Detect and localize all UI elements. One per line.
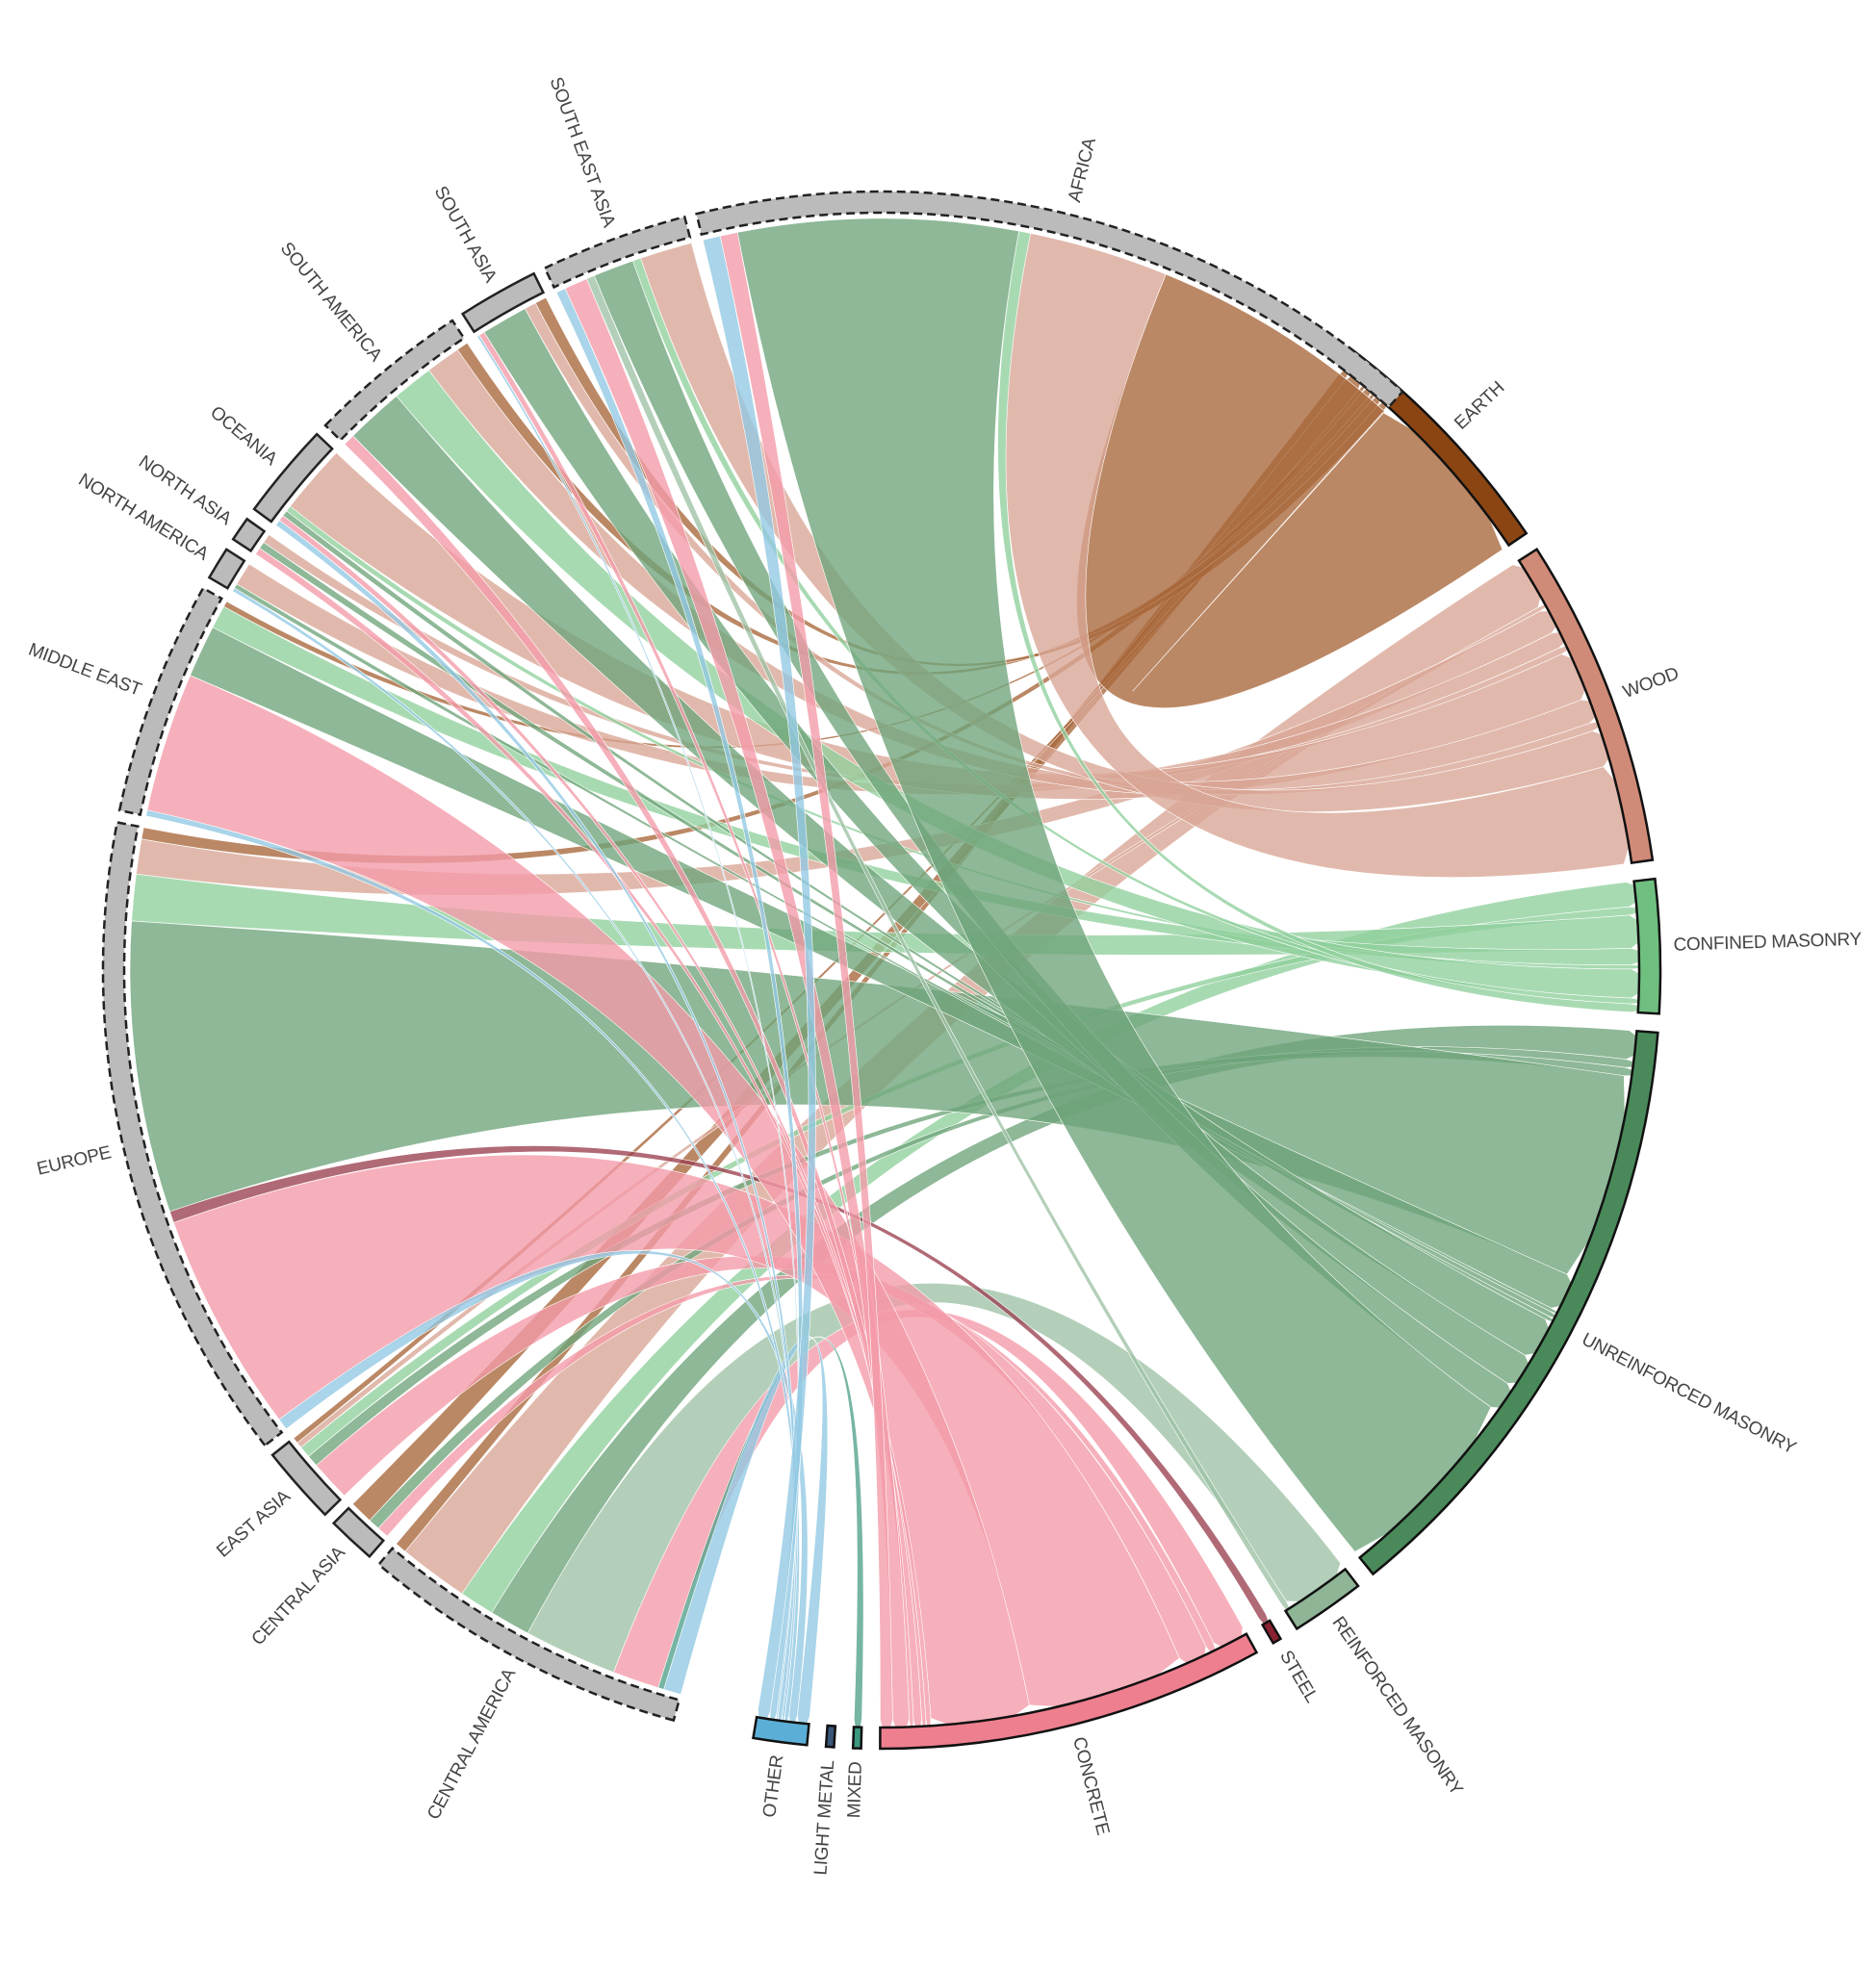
ribbon-south-america-concrete: [344, 435, 922, 1745]
arc-central-asia: [331, 1506, 386, 1559]
ribbon-africa-concrete: [719, 232, 893, 1746]
arcs-layer: [101, 190, 1662, 1751]
label-mixed: MIXED: [844, 1761, 866, 1818]
ribbon-south-asia-wood: [524, 302, 1615, 795]
label-europe: EUROPE: [35, 1142, 113, 1180]
label-east-asia: EAST ASIA: [213, 1486, 295, 1561]
arc-south-asia: [460, 271, 546, 334]
ribbon-central-america-other: [663, 1336, 829, 1741]
label-earth: EARTH: [1451, 378, 1508, 434]
arc-south-america: [323, 319, 466, 443]
ribbon-middle-east-other: [145, 809, 800, 1739]
arc-wood: [1517, 547, 1655, 865]
arc-reinforced-masonry: [1283, 1567, 1360, 1631]
label-steel: STEEL: [1275, 1648, 1322, 1706]
ribbon-south-america-unreinforced-masonry: [352, 396, 1558, 1356]
ribbon-africa-unreinforced-masonry: [736, 218, 1492, 1552]
label-reinforced-masonry: REINFORCED MASONRY: [1328, 1613, 1467, 1800]
arc-oceania: [252, 432, 334, 524]
ribbon-central-asia-concrete: [377, 1274, 1221, 1668]
label-south-america: SOUTH AMERICA: [276, 239, 386, 366]
label-central-asia: CENTRAL ASIA: [248, 1543, 350, 1650]
ribbon-north-america-unreinforced-masonry: [233, 583, 1573, 1321]
arc-concrete: [879, 1632, 1259, 1751]
ribbon-east-asia-concrete: [316, 1255, 1207, 1677]
ribbon-africa-confined-masonry: [997, 230, 1657, 1012]
ribbon-europe-concrete: [173, 1154, 1180, 1710]
ribbon-africa-other: [702, 235, 816, 1736]
ribbon-south-asia-concrete: [478, 331, 914, 1745]
ribbon-south-east-asia-reinforced-masonry: [586, 274, 1298, 1625]
ribbon-north-america-wood: [236, 563, 1579, 795]
label-oceania: OCEANIA: [206, 402, 281, 470]
label-africa: AFRICA: [1065, 136, 1100, 205]
label-other: OTHER: [759, 1754, 787, 1819]
arc-confined-masonry: [1632, 877, 1662, 1015]
ribbon-south-east-asia-unreinforced-masonry: [593, 260, 1521, 1410]
ribbon-east-asia-unreinforced-masonry: [308, 1051, 1650, 1467]
ribbon-south-east-asia-concrete: [564, 278, 910, 1746]
label-confined-masonry: CONFINED MASONRY: [1673, 930, 1863, 956]
ribbon-south-asia-other: [476, 335, 800, 1738]
ribbon-north-america-other: [232, 587, 798, 1739]
arc-east-asia: [270, 1440, 343, 1517]
ribbon-africa-wood: [1005, 233, 1640, 878]
arc-middle-east: [117, 586, 223, 816]
label-south-asia: SOUTH ASIA: [430, 183, 501, 286]
arc-south-east-asia: [543, 215, 692, 290]
arc-unreinforced-masonry: [1357, 1029, 1659, 1576]
label-middle-east: MIDDLE EAST: [26, 640, 145, 701]
ribbons-layer: [129, 218, 1658, 1746]
label-unreinforced-masonry: UNREINFORCED MASONRY: [1579, 1329, 1800, 1458]
label-concrete: CONCRETE: [1068, 1735, 1113, 1837]
ribbon-oceania-unreinforced-masonry: [282, 510, 1569, 1330]
arc-mixed: [851, 1726, 863, 1751]
ribbon-north-asia-unreinforced-masonry: [259, 542, 1571, 1325]
ribbon-middle-east-concrete: [146, 675, 1030, 1739]
ribbon-south-east-asia-other: [555, 288, 804, 1737]
arc-other: [752, 1715, 810, 1747]
arc-north-asia: [231, 517, 267, 553]
arc-north-america: [207, 548, 246, 590]
label-light-metal: LIGHT METAL: [810, 1759, 838, 1876]
arc-light-metal: [824, 1724, 837, 1749]
ribbon-europe-steel: [169, 1145, 1275, 1638]
ribbon-europe-other: [278, 1250, 809, 1740]
ribbon-oceania-concrete: [278, 515, 927, 1744]
label-wood: WOOD: [1620, 663, 1682, 703]
arc-central-america: [376, 1547, 681, 1723]
ribbon-oceania-other: [275, 520, 797, 1738]
arc-steel: [1260, 1619, 1283, 1646]
arc-africa: [695, 190, 1405, 409]
arc-europe: [101, 820, 284, 1447]
label-south-east-asia: SOUTH EAST ASIA: [546, 75, 619, 231]
label-central-america: CENTRAL AMERICA: [424, 1665, 520, 1823]
